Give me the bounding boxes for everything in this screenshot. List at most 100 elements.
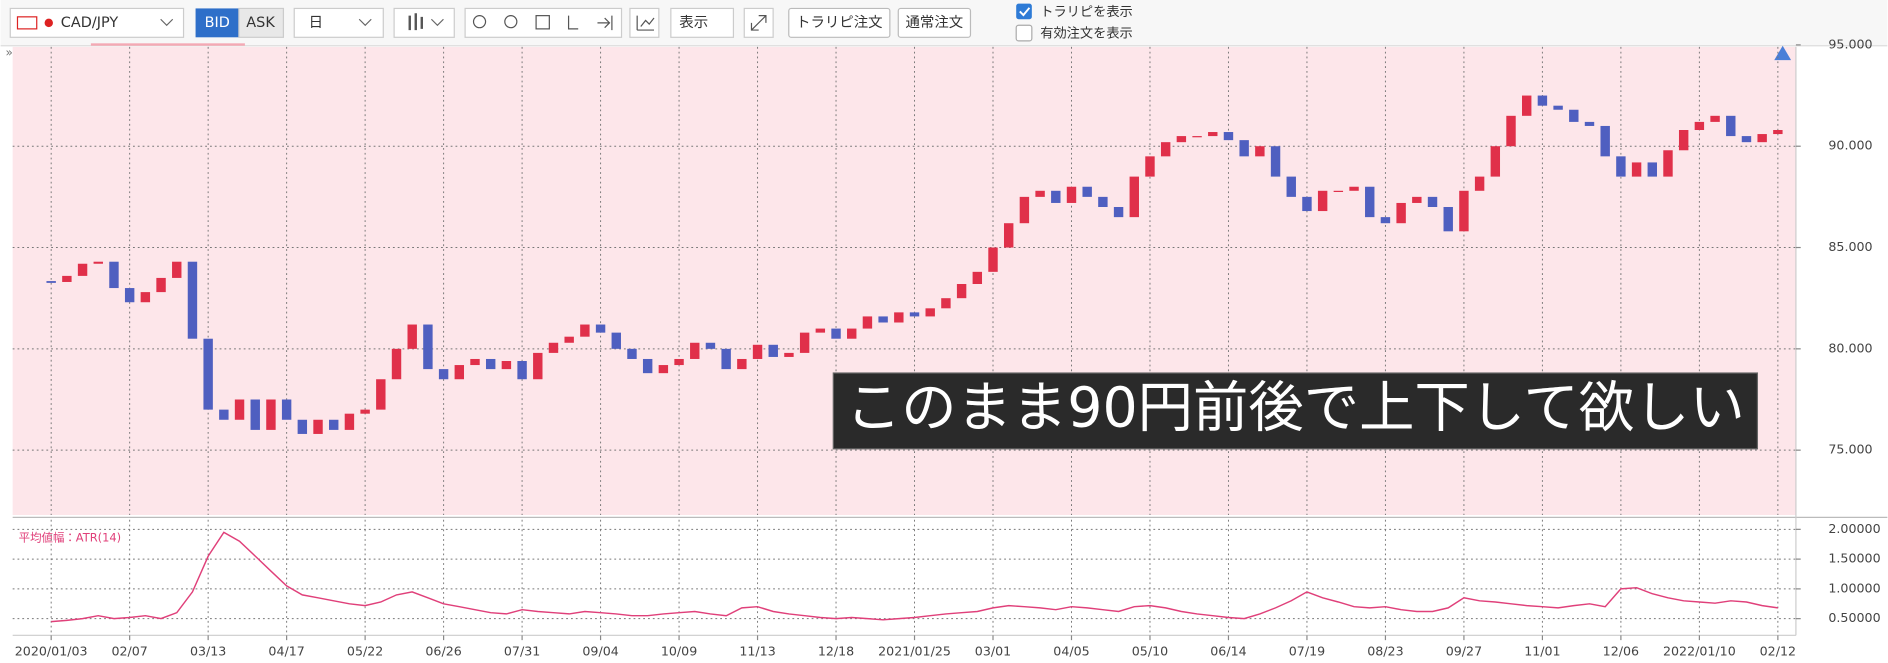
candle-body <box>909 312 920 317</box>
candle-body <box>1051 190 1061 203</box>
candle-body <box>988 247 998 272</box>
candle-body <box>705 342 716 349</box>
y-tick-label: 2.00000 <box>1828 521 1880 536</box>
candle-body <box>124 288 135 303</box>
view-text: 表示 <box>679 14 708 31</box>
candle-body <box>376 379 386 410</box>
candle-body <box>219 409 229 420</box>
x-tick-label: 12/06 <box>1603 644 1639 659</box>
latest-marker <box>1774 45 1792 61</box>
flag-dot <box>44 18 53 28</box>
fullscreen-icon <box>750 15 767 31</box>
candle-body <box>140 292 151 303</box>
bid-button[interactable] <box>195 8 239 38</box>
dropdown-arrow <box>430 18 444 27</box>
candle-body <box>1302 196 1312 212</box>
candle-icon <box>408 13 423 31</box>
symbol-text: CAD/JPY <box>61 15 119 31</box>
candle-body <box>1223 132 1234 141</box>
ask-button[interactable] <box>238 7 285 38</box>
chart-type-select[interactable] <box>393 7 455 38</box>
candle-body <box>1506 115 1516 147</box>
candle-body <box>62 275 72 282</box>
candle-body <box>1333 190 1344 192</box>
view-menu[interactable] <box>670 7 735 38</box>
candle-body <box>344 413 355 430</box>
candle-body <box>580 324 590 337</box>
candle-body <box>1663 150 1673 177</box>
candle-body <box>1255 146 1265 157</box>
collapse-toggle[interactable]: » <box>5 45 12 59</box>
candle-body <box>407 324 417 349</box>
checkbox-checked[interactable] <box>1016 3 1032 20</box>
candle-body <box>1553 105 1563 110</box>
candle-body <box>313 419 323 434</box>
x-tick-label: 02/12 <box>1760 644 1796 659</box>
zoom-tools[interactable] <box>464 7 623 38</box>
y-tick-label: 1.00000 <box>1828 580 1880 595</box>
y-tick-label: 0.50000 <box>1828 610 1880 625</box>
candle-body <box>1129 176 1139 218</box>
candle-body <box>721 348 731 370</box>
candle-body <box>894 312 904 323</box>
normal-order-text: 通常注文 <box>906 14 964 31</box>
candle-body <box>1160 142 1171 157</box>
candle-body <box>172 261 182 278</box>
candle-body <box>1082 186 1092 197</box>
candle-body <box>1176 136 1187 143</box>
x-tick-label: 10/09 <box>661 644 697 659</box>
candle-body <box>642 358 653 374</box>
normal-order-button[interactable] <box>897 7 972 38</box>
candle-body <box>1490 146 1501 177</box>
candle-body <box>203 338 213 410</box>
candle-body <box>77 263 88 276</box>
x-tick-label: 04/17 <box>268 644 304 659</box>
candle-body <box>1380 217 1391 224</box>
fit-icon[interactable] <box>535 15 550 30</box>
candle-body <box>501 361 512 370</box>
zoom-in-icon[interactable] <box>472 15 487 29</box>
checkbox-label: 有効注文を表示 <box>1040 26 1133 42</box>
candle-body <box>1003 223 1014 248</box>
candle-body <box>1317 190 1328 212</box>
x-tick-label: 07/19 <box>1289 644 1325 659</box>
candle-body <box>234 399 245 420</box>
jump-end-icon[interactable] <box>597 15 613 31</box>
scale-icon[interactable] <box>567 15 579 30</box>
y-tick-label: 90.000 <box>1828 138 1872 153</box>
atr-line <box>51 531 1778 623</box>
candle-body <box>1145 156 1155 177</box>
candle-body <box>1365 186 1375 218</box>
candle-body <box>611 332 621 349</box>
candle-body <box>1113 207 1124 218</box>
atr-plot-area <box>12 519 1796 636</box>
candle-body <box>752 344 763 359</box>
candle-body <box>1208 132 1218 137</box>
annotation-group: このまま90円前後で上下して欲しい <box>832 372 1759 450</box>
candle-body <box>815 328 826 333</box>
candle-body <box>187 261 198 339</box>
x-tick-label: 08/23 <box>1367 644 1403 659</box>
candle-body <box>533 352 543 380</box>
x-tick-label: 04/05 <box>1053 644 1089 659</box>
candle-body <box>1192 136 1202 138</box>
candle-body <box>1270 146 1281 177</box>
candle-body <box>485 358 496 370</box>
annotation-box <box>832 372 1759 450</box>
check-mark <box>1019 7 1031 17</box>
candle-body <box>1631 162 1642 177</box>
candle-body <box>831 328 841 339</box>
candle-body <box>1349 186 1359 191</box>
candle-body <box>956 284 967 299</box>
candle-body <box>737 358 747 370</box>
x-tick-label: 2021/01/25 <box>878 644 951 659</box>
x-tick-label: 03/13 <box>190 644 226 659</box>
checkbox[interactable] <box>1015 24 1033 42</box>
candle-body <box>281 399 292 420</box>
candle-body <box>595 324 606 333</box>
symbol-select[interactable] <box>9 7 185 38</box>
period-select[interactable] <box>293 7 384 38</box>
x-tick-label: 12/18 <box>818 644 854 659</box>
trarepi-order-button[interactable] <box>788 7 891 38</box>
zoom-out-icon[interactable] <box>504 15 518 29</box>
